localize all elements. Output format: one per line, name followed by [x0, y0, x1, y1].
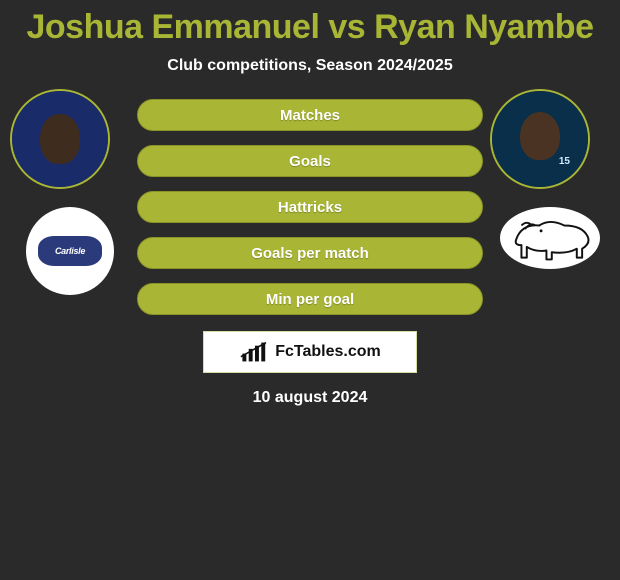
comparison-card: Joshua Emmanuel vs Ryan Nyambe Club comp…: [0, 0, 620, 459]
date-label: 10 august 2024: [253, 389, 368, 407]
stat-pill-hattricks: Hattricks: [137, 191, 483, 223]
stat-pill-min-per-goal: Min per goal: [137, 283, 483, 315]
subtitle: Club competitions, Season 2024/2025: [0, 57, 620, 75]
player-left-avatar: [10, 89, 110, 189]
bar-chart-icon: [239, 341, 271, 363]
player-right-shirt-number: 15: [559, 156, 570, 167]
page-title: Joshua Emmanuel vs Ryan Nyambe: [0, 8, 620, 47]
brand-box: FcTables.com: [203, 331, 417, 373]
player-right-headshot-placeholder: [492, 91, 588, 187]
stage: Matches Goals Hattricks Goals per match …: [0, 99, 620, 459]
brand-text: FcTables.com: [275, 343, 381, 361]
stat-pill-matches: Matches: [137, 99, 483, 131]
club-left-badge-label: Carlisle: [38, 236, 102, 266]
player-right-avatar: 15: [490, 89, 590, 189]
stat-pill-list: Matches Goals Hattricks Goals per match …: [137, 99, 483, 315]
club-left-badge: Carlisle: [26, 207, 114, 295]
stat-pill-goals-per-match: Goals per match: [137, 237, 483, 269]
stat-pill-goals: Goals: [137, 145, 483, 177]
ram-icon: [505, 213, 595, 263]
club-right-badge: [500, 207, 600, 269]
player-left-headshot-placeholder: [12, 91, 108, 187]
